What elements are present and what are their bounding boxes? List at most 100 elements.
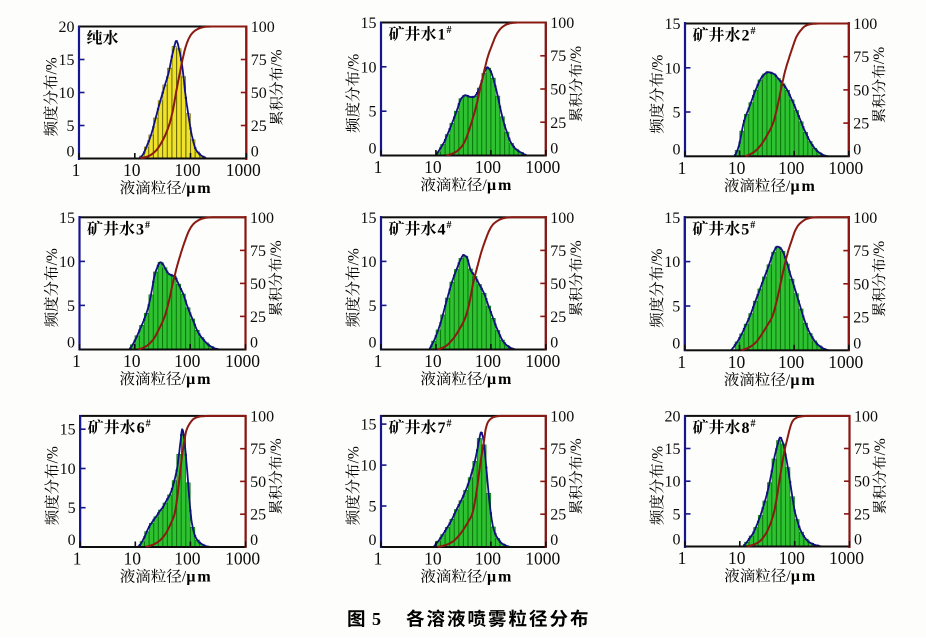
svg-text:8: 8 (742, 420, 750, 437)
svg-text:0: 0 (550, 335, 558, 352)
svg-text:1: 1 (374, 549, 383, 569)
svg-text:10: 10 (361, 59, 377, 76)
svg-text:μ: μ (487, 371, 496, 388)
svg-text:100: 100 (853, 210, 877, 227)
svg-text:1: 1 (72, 160, 81, 180)
svg-text:μ: μ (791, 178, 800, 195)
svg-text:0: 0 (369, 335, 377, 352)
svg-text:10: 10 (59, 254, 75, 271)
svg-text:20: 20 (665, 408, 681, 425)
svg-text:50: 50 (853, 82, 869, 99)
svg-text:20: 20 (59, 19, 75, 36)
svg-text:1000: 1000 (829, 548, 864, 568)
svg-text:m: m (498, 371, 512, 388)
svg-text:10: 10 (124, 549, 142, 569)
svg-text:/%: /% (568, 438, 585, 455)
svg-text:m: m (197, 180, 211, 197)
svg-text:100: 100 (174, 351, 201, 371)
svg-text:50: 50 (250, 276, 266, 293)
svg-text:μ: μ (186, 371, 195, 388)
svg-text:15: 15 (665, 441, 681, 458)
svg-text:10: 10 (123, 351, 141, 371)
svg-text:1: 1 (374, 157, 383, 177)
svg-text:4: 4 (438, 221, 446, 238)
svg-text:/%: /% (345, 54, 362, 71)
svg-text:15: 15 (60, 422, 76, 439)
svg-text:0: 0 (853, 335, 861, 352)
svg-text:1: 1 (438, 27, 446, 44)
svg-text:50: 50 (550, 474, 566, 491)
svg-text:75: 75 (853, 243, 869, 260)
svg-text:75: 75 (250, 441, 266, 458)
svg-text:75: 75 (550, 441, 566, 458)
svg-text:1000: 1000 (525, 351, 560, 371)
svg-text:m: m (498, 177, 512, 194)
svg-text:75: 75 (853, 49, 869, 66)
svg-text:5: 5 (369, 104, 377, 121)
svg-text:0: 0 (251, 144, 259, 161)
svg-text:#: # (447, 25, 452, 36)
svg-text:25: 25 (854, 506, 870, 523)
svg-text:100: 100 (550, 15, 574, 32)
svg-text:25: 25 (250, 309, 266, 326)
svg-text:#: # (145, 220, 150, 231)
svg-text:m: m (197, 371, 211, 388)
svg-text:25: 25 (251, 118, 267, 135)
svg-text:#: # (447, 418, 452, 429)
svg-text:0: 0 (369, 532, 377, 549)
svg-text:15: 15 (361, 15, 377, 32)
svg-text:10: 10 (361, 254, 377, 271)
svg-text:/%: /% (345, 446, 362, 463)
svg-text:10: 10 (361, 458, 377, 475)
svg-text:0: 0 (672, 335, 680, 352)
svg-text:10: 10 (424, 351, 442, 371)
svg-text:1: 1 (374, 351, 383, 371)
svg-text:50: 50 (550, 82, 566, 99)
svg-text:0: 0 (550, 141, 558, 158)
svg-text:7: 7 (438, 420, 446, 437)
svg-text:0: 0 (550, 532, 558, 549)
svg-text:25: 25 (550, 309, 566, 326)
svg-text:75: 75 (250, 243, 266, 260)
svg-text:0: 0 (250, 335, 258, 352)
svg-text:/%: /% (568, 46, 585, 63)
svg-text:5: 5 (741, 221, 749, 238)
svg-text:m: m (197, 569, 211, 586)
svg-text:100: 100 (779, 548, 806, 568)
svg-text:0: 0 (673, 532, 681, 549)
svg-text:5: 5 (673, 506, 681, 523)
svg-text:1000: 1000 (828, 352, 863, 372)
svg-text:10: 10 (424, 157, 442, 177)
svg-text:0: 0 (853, 141, 861, 158)
svg-text:μ: μ (487, 177, 496, 194)
svg-text:#: # (447, 220, 452, 231)
svg-text:#: # (750, 220, 755, 231)
svg-text:/%: /% (43, 57, 60, 74)
svg-text:0: 0 (369, 141, 377, 158)
svg-text:0: 0 (67, 144, 75, 161)
svg-text:25: 25 (250, 507, 266, 524)
svg-text:15: 15 (59, 52, 75, 69)
svg-text:50: 50 (854, 474, 870, 491)
svg-text:1000: 1000 (525, 549, 560, 569)
svg-text:/%: /% (44, 248, 61, 265)
svg-text:6: 6 (137, 420, 145, 437)
svg-text:1000: 1000 (525, 157, 560, 177)
svg-text:15: 15 (665, 16, 681, 33)
svg-text:75: 75 (550, 243, 566, 260)
svg-text:100: 100 (854, 408, 878, 425)
svg-text:75: 75 (251, 52, 267, 69)
svg-text:/%: /% (268, 240, 285, 257)
svg-text:100: 100 (251, 19, 275, 36)
svg-text:μ: μ (790, 372, 799, 389)
svg-text:10: 10 (664, 254, 680, 271)
svg-text:5: 5 (369, 499, 377, 516)
svg-text:μ: μ (186, 569, 195, 586)
svg-text:0: 0 (250, 532, 258, 549)
svg-text:m: m (498, 569, 512, 586)
svg-text:5: 5 (372, 609, 381, 629)
svg-text:5: 5 (67, 118, 75, 135)
svg-text:/%: /% (45, 446, 62, 463)
svg-text:10: 10 (424, 549, 442, 569)
svg-text:/%: /% (872, 438, 889, 455)
